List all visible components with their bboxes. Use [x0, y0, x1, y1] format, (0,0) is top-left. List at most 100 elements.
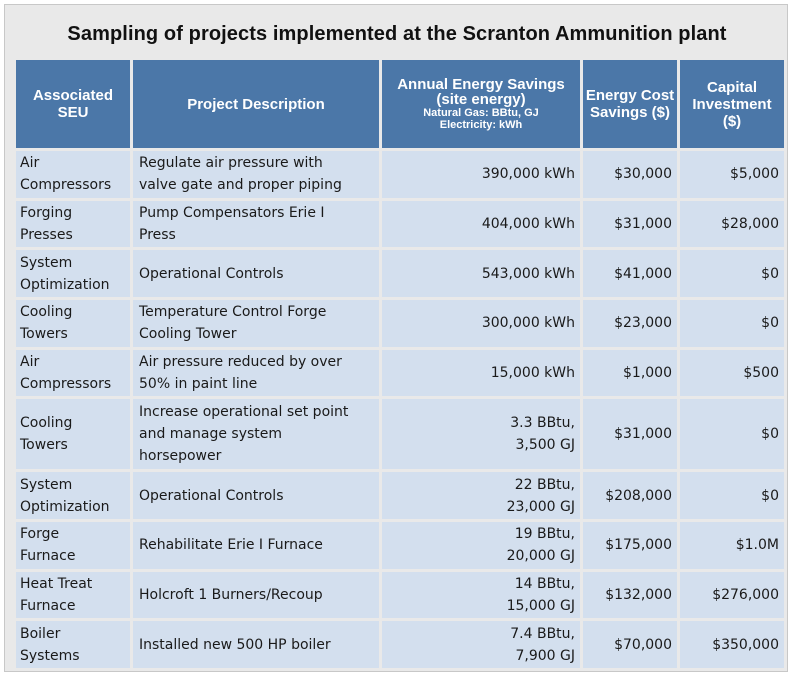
seu-line: Furnace	[20, 548, 76, 565]
cell-cost-savings: $30,000	[583, 151, 677, 198]
cell-seu: Forging Presses	[16, 200, 130, 248]
energy-line: 23,000 GJ	[506, 498, 575, 515]
seu-line: Heat Treat	[20, 575, 93, 592]
header-energy: Annual Energy Savings (site energy) Natu…	[382, 60, 580, 148]
cell-description: Increase operational set point and manage…	[133, 399, 379, 470]
cell-capital-investment: $0	[680, 472, 784, 519]
cell-cost-savings: $70,000	[583, 621, 677, 668]
description-line: Holcroft 1 Burners/Recoup	[139, 586, 323, 603]
header-seu: Associated SEU	[16, 60, 130, 148]
description-line: Operational Controls	[139, 487, 284, 504]
cell-energy-savings: 7.4 BBtu, 7,900 GJ	[382, 621, 580, 668]
description-line: valve gate and proper piping	[139, 177, 342, 194]
cell-description: Rehabilitate Erie I Furnace	[133, 521, 379, 569]
description-line: Air pressure reduced by over	[139, 353, 342, 370]
energy-line: 15,000 GJ	[506, 597, 575, 614]
table-row: Air Compressors Regulate air pressure with…	[16, 151, 784, 198]
cell-cost-savings: $1,000	[583, 349, 677, 397]
table-row: Cooling Towers Temperature Control Forge Co…	[16, 299, 784, 347]
cell-capital-investment: $350,000	[680, 621, 784, 668]
cell-description: Operational Controls	[133, 250, 379, 297]
cell-capital-investment: $500	[680, 349, 784, 397]
cell-seu: Boiler Systems	[16, 621, 130, 668]
table-row: System Optimization Operational Controls 22…	[16, 472, 784, 519]
cell-cost-savings: $31,000	[583, 399, 677, 470]
seu-line: Forge	[20, 526, 60, 543]
seu-line: Cooling	[20, 304, 73, 321]
energy-line: 390,000 kWh	[481, 166, 575, 183]
cell-seu: Air Compressors	[16, 349, 130, 397]
energy-line: 20,000 GJ	[506, 548, 575, 565]
energy-line: 7,900 GJ	[515, 647, 575, 664]
cell-energy-savings: 300,000 kWh	[382, 299, 580, 347]
cell-energy-savings: 543,000 kWh	[382, 250, 580, 297]
energy-line: 543,000 kWh	[481, 265, 575, 282]
seu-line: Compressors	[20, 375, 112, 392]
cell-energy-savings: 390,000 kWh	[382, 151, 580, 198]
cell-cost-savings: $23,000	[583, 299, 677, 347]
cell-description: Holcroft 1 Burners/Recoup	[133, 571, 379, 619]
energy-line: 22 BBtu,	[514, 476, 575, 493]
cell-cost-savings: $175,000	[583, 521, 677, 569]
cell-capital-investment: $0	[680, 399, 784, 470]
cell-energy-savings: 404,000 kWh	[382, 200, 580, 248]
projects-table: Associated SEU Project Description Annua…	[13, 57, 787, 671]
table-row: Heat Treat Furnace Holcroft 1 Burners/Reco…	[16, 571, 784, 619]
cell-capital-investment: $5,000	[680, 151, 784, 198]
energy-line: 300,000 kWh	[481, 315, 575, 332]
cell-seu: Air Compressors	[16, 151, 130, 198]
energy-line: 7.4 BBtu,	[510, 625, 575, 642]
seu-line: Systems	[20, 647, 80, 664]
table-row: Forging Presses Pump Compensators Erie I Pr…	[16, 200, 784, 248]
cell-cost-savings: $31,000	[583, 200, 677, 248]
seu-line: Towers	[20, 326, 68, 343]
description-line: Cooling Tower	[139, 326, 237, 343]
cell-energy-savings: 15,000 kWh	[382, 349, 580, 397]
description-line: Pump Compensators Erie I	[139, 204, 325, 221]
seu-line: Optimization	[20, 498, 110, 515]
description-line: Regulate air pressure with	[139, 155, 323, 172]
energy-line: 19 BBtu,	[514, 526, 575, 543]
header-cost: Energy Cost Savings ($)	[583, 60, 677, 148]
cell-seu: System Optimization	[16, 472, 130, 519]
seu-line: System	[20, 476, 73, 493]
cell-description: Temperature Control Forge Cooling Tower	[133, 299, 379, 347]
header-capital: Capital Investment ($)	[680, 60, 784, 148]
cell-capital-investment: $28,000	[680, 200, 784, 248]
seu-line: Cooling	[20, 415, 73, 432]
table-row: Forge Furnace Rehabilitate Erie I Furnace 1…	[16, 521, 784, 569]
header-description: Project Description	[133, 60, 379, 148]
cell-seu: Heat Treat Furnace	[16, 571, 130, 619]
cell-energy-savings: 14 BBtu, 15,000 GJ	[382, 571, 580, 619]
seu-line: Presses	[20, 226, 73, 243]
description-line: Installed new 500 HP boiler	[139, 636, 331, 653]
cell-description: Operational Controls	[133, 472, 379, 519]
description-line: Press	[139, 226, 176, 243]
cell-seu: System Optimization	[16, 250, 130, 297]
description-line: Rehabilitate Erie I Furnace	[139, 537, 323, 554]
cell-cost-savings: $132,000	[583, 571, 677, 619]
energy-line: 14 BBtu,	[514, 575, 575, 592]
seu-line: Air	[20, 155, 40, 172]
seu-line: Forging	[20, 204, 73, 221]
cell-energy-savings: 22 BBtu, 23,000 GJ	[382, 472, 580, 519]
cell-description: Installed new 500 HP boiler	[133, 621, 379, 668]
table-row: Boiler Systems Installed new 500 HP boiler…	[16, 621, 784, 668]
seu-line: Boiler	[20, 625, 61, 642]
seu-line: System	[20, 254, 73, 271]
cell-cost-savings: $41,000	[583, 250, 677, 297]
table-row: System Optimization Operational Controls 54…	[16, 250, 784, 297]
energy-line: 3,500 GJ	[515, 437, 575, 454]
cell-seu: Cooling Towers	[16, 299, 130, 347]
energy-line: 3.3 BBtu,	[510, 415, 575, 432]
table-body: Air Compressors Regulate air pressure with…	[16, 151, 784, 668]
seu-line: Optimization	[20, 276, 110, 293]
cell-capital-investment: $1.0M	[680, 521, 784, 569]
energy-line: 404,000 kWh	[481, 215, 575, 232]
energy-line: 15,000 kWh	[490, 364, 575, 381]
description-line: and manage system	[139, 426, 283, 443]
description-line: Temperature Control Forge	[139, 304, 327, 321]
cell-cost-savings: $208,000	[583, 472, 677, 519]
description-line: Increase operational set point	[139, 404, 349, 421]
cell-capital-investment: $0	[680, 250, 784, 297]
